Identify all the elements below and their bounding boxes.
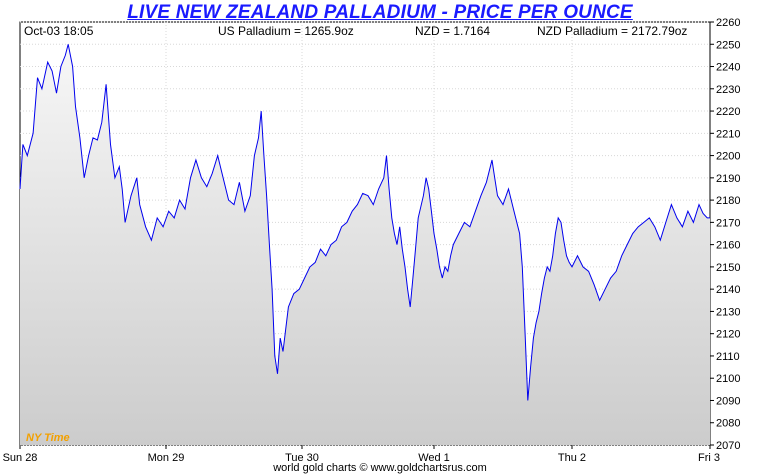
y-tick-label: 2070 bbox=[716, 440, 740, 452]
price-area bbox=[20, 44, 710, 446]
y-tick-label: 2210 bbox=[716, 128, 740, 140]
y-tick-label: 2230 bbox=[716, 84, 740, 96]
y-tick-label: 2090 bbox=[716, 395, 740, 407]
y-tick-label: 2220 bbox=[716, 106, 740, 118]
footer-credit: world gold charts © www.goldchartsrus.co… bbox=[273, 462, 487, 474]
y-tick-label: 2200 bbox=[716, 151, 740, 163]
y-tick-label: 2150 bbox=[716, 262, 740, 274]
y-tick-label: 2260 bbox=[716, 17, 740, 29]
y-tick-label: 2140 bbox=[716, 284, 740, 296]
y-tick-label: 2110 bbox=[716, 351, 740, 363]
x-tick-label: Tue 30 bbox=[285, 452, 319, 464]
header-us-price: US Palladium = 1265.9oz bbox=[218, 24, 354, 38]
y-tick-label: 2190 bbox=[716, 173, 740, 185]
y-tick-label: 2170 bbox=[716, 217, 740, 229]
y-tick-label: 2120 bbox=[716, 329, 740, 341]
y-tick-label: 2100 bbox=[716, 373, 740, 385]
y-tick-label: 2080 bbox=[716, 418, 740, 430]
x-tick-label: Thu 2 bbox=[558, 452, 586, 464]
price-line bbox=[19, 44, 710, 401]
x-tick-label: Fri 3 bbox=[698, 452, 720, 464]
y-tick-label: 2130 bbox=[716, 306, 740, 318]
x-axis: Sun 28 Mon 29 Tue 30 Wed 1 Thu 2 Fri 3 bbox=[3, 445, 720, 464]
x-tick-label: Mon 29 bbox=[148, 452, 185, 464]
header-fx: NZD = 1.7164 bbox=[415, 24, 490, 38]
y-tick-label: 2180 bbox=[716, 195, 740, 207]
chart-title: LIVE NEW ZEALAND PALLADIUM - PRICE PER O… bbox=[127, 2, 633, 23]
x-tick-label: Wed 1 bbox=[418, 452, 450, 464]
y-axis: 2070 2080 2090 2100 2110 2120 2130 2140 2150 2160… bbox=[710, 17, 740, 452]
timezone-label: NY Time bbox=[26, 432, 70, 444]
y-tick-label: 2240 bbox=[716, 62, 740, 74]
y-tick-label: 2250 bbox=[716, 39, 740, 51]
header-nzd-price: NZD Palladium = 2172.79oz bbox=[537, 24, 687, 38]
x-tick-label: Sun 28 bbox=[3, 452, 38, 464]
y-tick-label: 2160 bbox=[716, 240, 740, 252]
header-timestamp: Oct-03 18:05 bbox=[24, 24, 94, 38]
